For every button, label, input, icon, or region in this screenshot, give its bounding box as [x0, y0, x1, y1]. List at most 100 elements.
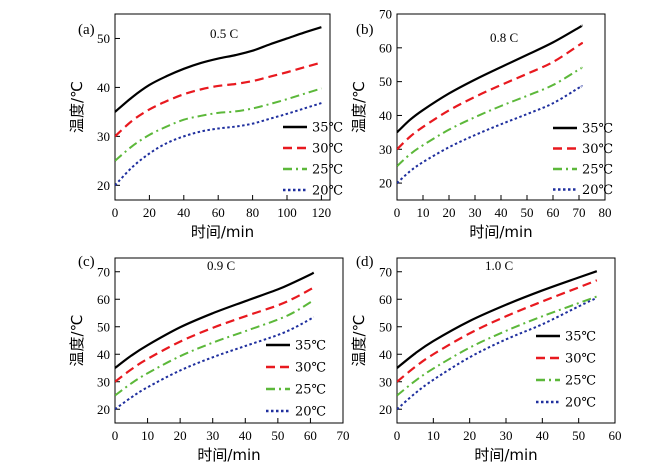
y-tick-label: 40	[97, 347, 110, 362]
panel-d: 0 10 20 30 40 50 60 20 30 40 50 60 70 时间/min 温度/℃ (d) 1.…	[350, 254, 622, 464]
series-line-30c	[115, 61, 322, 138]
y-tick-label: 70	[97, 264, 110, 279]
legend-label: 30℃	[295, 361, 326, 376]
x-axis-title: 时间/min	[191, 223, 254, 241]
y-axis-title: 温度/℃	[68, 315, 86, 367]
panel-label: (d)	[356, 254, 374, 270]
x-tick-label: 70	[573, 205, 586, 220]
y-tick-label: 30	[379, 374, 392, 389]
series-line-35c	[115, 26, 322, 113]
panel-label: (a)	[78, 22, 95, 38]
x-tick-label: 40	[495, 205, 508, 220]
y-tick-label: 50	[97, 319, 110, 334]
y-tick-label: 50	[379, 74, 392, 89]
x-tick-label: 60	[609, 428, 622, 443]
x-tick-label: 40	[239, 428, 252, 443]
x-tick-label: 30	[500, 428, 513, 443]
x-axis-title: 时间/min	[469, 223, 532, 241]
legend-label: 25℃	[565, 374, 596, 389]
legend-label: 20℃	[312, 184, 343, 199]
panel-label: (b)	[356, 22, 374, 38]
x-tick-label: 100	[277, 205, 297, 220]
chart-title: 1.0 C	[485, 258, 513, 273]
y-tick-label: 40	[379, 108, 392, 123]
series-line-20c	[397, 85, 583, 184]
x-tick-label: 0	[112, 428, 119, 443]
panel-b: 0 10 20 30 40 50 60 70 80 20 30 40 50 60 70 时间/min 温度/℃ (…	[350, 7, 613, 242]
x-tick-label: 20	[174, 428, 187, 443]
y-axis-title: 温度/℃	[350, 315, 368, 367]
series-line-30c	[115, 286, 315, 383]
legend-label: 30℃	[565, 352, 596, 367]
x-tick-label: 80	[599, 205, 612, 220]
legend: 35℃ 30℃ 25℃ 20℃	[283, 121, 343, 199]
legend-label: 25℃	[295, 383, 326, 398]
series-line-25c	[115, 299, 315, 397]
x-tick-label: 20	[463, 428, 476, 443]
chart-title: 0.9 C	[207, 258, 235, 273]
y-tick-label: 20	[97, 402, 110, 417]
y-tick-label: 40	[379, 347, 392, 362]
series-line-25c	[397, 295, 598, 397]
legend-label: 25℃	[582, 163, 613, 178]
legend-label: 35℃	[582, 122, 613, 137]
x-tick-label: 10	[417, 205, 430, 220]
y-tick-label: 50	[97, 31, 110, 46]
x-tick-label: 0	[394, 205, 401, 220]
x-tick-label: 120	[312, 205, 332, 220]
x-axis-title: 时间/min	[474, 446, 537, 464]
x-tick-label: 60	[304, 428, 317, 443]
x-tick-label: 80	[246, 205, 259, 220]
series-line-35c	[397, 270, 598, 369]
series-line-20c	[115, 102, 322, 187]
series-line-35c	[115, 271, 315, 369]
series-line-30c	[397, 279, 598, 383]
legend-label: 30℃	[312, 142, 343, 157]
y-tick-label: 60	[379, 292, 392, 307]
legend: 35℃ 30℃ 25℃ 20℃	[266, 339, 326, 420]
legend-label: 35℃	[295, 339, 326, 354]
x-tick-label: 10	[427, 428, 440, 443]
x-tick-label: 60	[212, 205, 225, 220]
x-tick-label: 60	[547, 205, 560, 220]
y-tick-label: 20	[379, 402, 392, 417]
plot-frame	[114, 257, 344, 424]
y-tick-label: 20	[379, 176, 392, 191]
x-tick-label: 50	[521, 205, 534, 220]
y-tick-label: 70	[379, 7, 392, 22]
legend: 35℃ 30℃ 25℃ 20℃	[536, 330, 596, 411]
x-axis-title: 时间/min	[197, 446, 260, 464]
x-tick-label: 50	[271, 428, 284, 443]
chart-title: 0.5 C	[210, 26, 238, 41]
y-tick-label: 30	[97, 129, 110, 144]
series-line-30c	[397, 42, 584, 151]
legend-label: 20℃	[582, 183, 613, 198]
legend: 35℃ 30℃ 25℃ 20℃	[553, 122, 613, 198]
series-line-35c	[397, 24, 584, 134]
y-tick-label: 20	[97, 178, 110, 193]
y-tick-label: 30	[379, 142, 392, 157]
y-tick-label: 30	[97, 374, 110, 389]
plot-frame	[114, 13, 331, 201]
y-axis-title: 温度/℃	[68, 81, 86, 133]
y-tick-label: 40	[97, 80, 110, 95]
legend-label: 30℃	[582, 142, 613, 157]
x-tick-label: 30	[469, 205, 482, 220]
x-tick-label: 40	[536, 428, 549, 443]
legend-label: 20℃	[565, 396, 596, 411]
x-tick-label: 30	[206, 428, 219, 443]
panel-label: (c)	[78, 254, 95, 270]
series-line-20c	[397, 296, 598, 411]
series-line-20c	[115, 316, 315, 411]
x-tick-label: 10	[141, 428, 154, 443]
x-tick-label: 0	[394, 428, 401, 443]
y-tick-label: 70	[379, 264, 392, 279]
series-line-25c	[397, 66, 583, 167]
legend-label: 20℃	[295, 405, 326, 420]
x-tick-label: 40	[177, 205, 190, 220]
y-tick-label: 50	[379, 319, 392, 334]
panel-c: 0 10 20 30 40 50 60 70 20 30 40 50 60 70 时间/min 温度/℃ (c)…	[68, 254, 350, 464]
y-tick-label: 60	[379, 40, 392, 55]
